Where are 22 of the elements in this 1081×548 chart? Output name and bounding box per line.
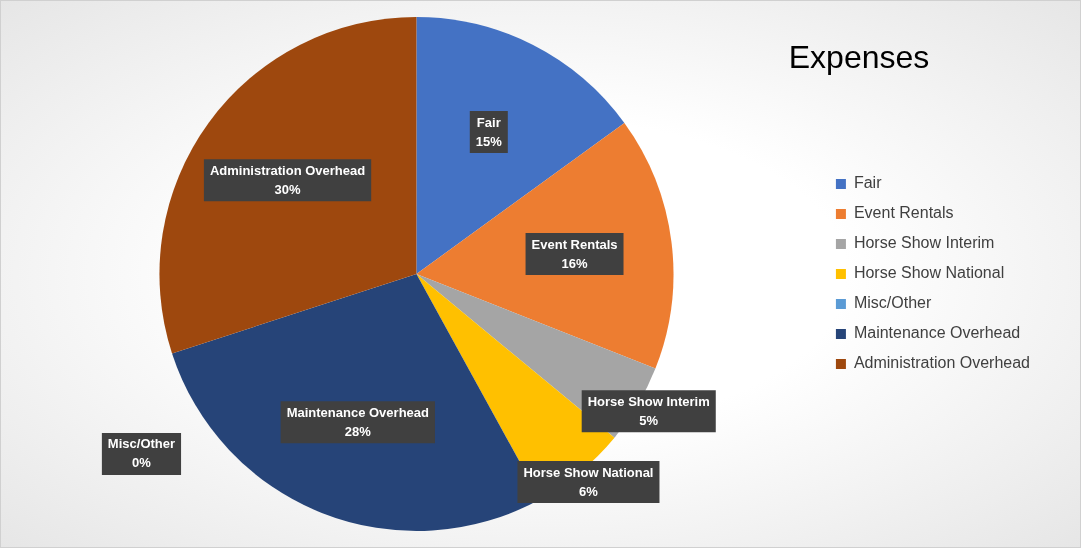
slice-label: Horse Show National	[523, 464, 654, 480]
data-label: 28%	[344, 423, 372, 439]
slice-label: Event Rentals	[531, 236, 618, 252]
legend-label: Horse Show National	[853, 264, 1005, 282]
text: 0%	[132, 455, 151, 471]
text: Expenses	[788, 38, 930, 75]
legend-label: Horse Show Interim	[853, 234, 995, 252]
legend-label: Administration Overhead	[853, 354, 1031, 372]
slice-label: Horse Show Interim	[587, 393, 710, 409]
legend-label: Fair	[853, 174, 883, 192]
slice-label: Maintenance Overhead	[286, 404, 430, 420]
data-label: 6%	[579, 483, 599, 499]
data-label: 5%	[639, 412, 659, 428]
slice-label: Administration Overhead	[209, 162, 366, 178]
legend-label: Maintenance Overhead	[853, 324, 1021, 342]
data-label: 16%	[561, 255, 588, 271]
legend-label: Event Rentals	[853, 204, 954, 222]
data-label: 30%	[274, 181, 301, 197]
slice-label: Fair	[476, 114, 501, 130]
category-label: Misc/Other	[107, 436, 176, 452]
data-label: 15%	[475, 133, 503, 149]
legend-label: Misc/Other	[853, 294, 932, 312]
